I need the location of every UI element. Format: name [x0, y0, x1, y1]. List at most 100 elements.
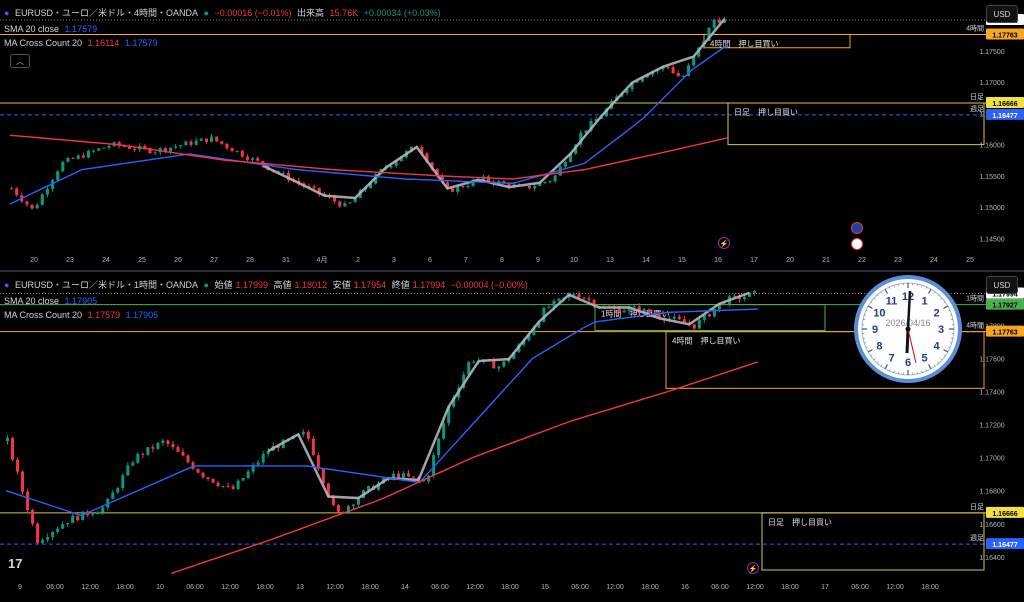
x-tick-label: 13	[296, 584, 304, 591]
candle-body	[91, 514, 94, 515]
clock-number: 6	[905, 357, 911, 369]
candle-body	[338, 201, 341, 206]
y-tick-label: 1.15000	[979, 205, 1004, 212]
x-tick-label: 18:00	[781, 584, 799, 591]
candle-body	[231, 148, 234, 151]
bottom-macc-legend[interactable]: MA Cross Count 20 1.17579 1.17905	[4, 310, 161, 320]
bottom-sma-legend[interactable]: SMA 20 close 1.17905	[4, 296, 100, 306]
y-tick-label: 1.17000	[979, 80, 1004, 87]
candle-body	[217, 483, 220, 486]
candle-body	[205, 139, 208, 142]
x-tick-label: 7	[464, 257, 468, 264]
y-tick-label: 1.17200	[979, 423, 1004, 430]
level-name: 週足	[970, 104, 984, 113]
candle-body	[41, 194, 44, 204]
candle-body	[227, 486, 230, 487]
candle-body	[220, 141, 223, 144]
candle-body	[313, 187, 316, 188]
candle-body	[11, 438, 14, 460]
top-symbol[interactable]: EURUSD・ユーロ／米ドル・4時間・OANDA	[15, 8, 198, 18]
candle-body	[698, 320, 701, 329]
candle-body	[215, 137, 218, 142]
annotation-label: 4時間 押し目買い	[672, 336, 740, 346]
clock-number: 8	[876, 341, 882, 353]
x-tick-label: 2	[356, 257, 360, 264]
x-tick-label: 16	[714, 257, 722, 264]
candle-body	[71, 516, 74, 523]
panel-divider[interactable]	[0, 270, 1024, 272]
y-tick-label: 1.17000	[979, 456, 1004, 463]
candle-body	[302, 432, 305, 435]
price-tag-text: 1.17927	[992, 303, 1017, 310]
x-tick-label: 12:00	[746, 584, 764, 591]
level-name: 4時間	[966, 24, 984, 32]
x-tick-label: 31	[282, 257, 290, 264]
y-tick-label: 1.16800	[979, 489, 1004, 496]
candle-body	[241, 151, 244, 157]
bottom-currency-button[interactable]: USD	[986, 276, 1018, 294]
x-tick-label: 6	[428, 257, 432, 264]
candle-body	[66, 158, 69, 162]
candle-body	[222, 486, 225, 487]
candle-body	[753, 291, 756, 293]
candle-body	[207, 477, 210, 479]
y-tick-label: 1.16000	[979, 143, 1004, 150]
candle-body	[77, 155, 80, 158]
volume-label: 出来高	[297, 8, 324, 18]
x-tick-label: 13	[606, 257, 614, 264]
candle-body	[197, 469, 200, 473]
candle-body	[723, 304, 726, 305]
candle-body	[554, 176, 557, 182]
candle-body	[262, 454, 265, 462]
x-tick-label: 25	[138, 257, 146, 264]
candle-body	[151, 447, 154, 449]
top-currency-button[interactable]: USD	[986, 5, 1018, 23]
us-flag-icon	[852, 239, 863, 250]
candle-body	[497, 367, 500, 369]
candle-body	[472, 362, 475, 363]
lightning-icon-glyph: ⚡	[720, 239, 729, 248]
candle-body	[437, 439, 440, 456]
top-sma-legend[interactable]: SMA 20 close 1.17579	[4, 24, 100, 34]
candle-body	[116, 488, 119, 493]
tradingview-logo[interactable]: 17	[8, 556, 22, 571]
collapse-legend-button[interactable]: ︿	[10, 54, 30, 68]
macc-value-3: 1.17579	[88, 310, 121, 320]
candle-body	[171, 444, 174, 447]
candle-body	[337, 505, 340, 512]
top-macc-legend[interactable]: MA Cross Count 20 1.16114 1.17579	[4, 38, 161, 48]
candle-body	[56, 171, 59, 180]
x-tick-label: 20	[30, 257, 38, 264]
candle-body	[236, 151, 239, 152]
low-label: 安値	[333, 280, 351, 290]
candle-body	[672, 67, 675, 73]
candle-body	[256, 158, 259, 161]
candle-body	[16, 460, 19, 472]
candle-body	[317, 455, 320, 469]
volume-value: 15.76K	[330, 8, 359, 18]
candle-body	[492, 360, 495, 368]
candle-body	[179, 145, 182, 146]
candle-body	[31, 205, 34, 209]
candle-body	[87, 151, 90, 158]
x-tick-label: 18:00	[921, 584, 939, 591]
candle-body	[111, 493, 114, 499]
top-legend: ● EURUSD・ユーロ／米ドル・4時間・OANDA ● −0.00016 (−…	[4, 6, 444, 19]
candle-body	[232, 486, 235, 489]
clock-number: 1	[921, 295, 927, 307]
candle-body	[743, 297, 746, 299]
x-tick-label: 26	[174, 257, 182, 264]
x-tick-label: 18:00	[361, 584, 379, 591]
candle-body	[461, 186, 464, 187]
candle-body	[184, 142, 187, 146]
x-tick-label: 06:00	[851, 584, 869, 591]
high-label: 高値	[274, 280, 292, 290]
bottom-symbol[interactable]: EURUSD・ユーロ／米ドル・1時間・OANDA	[15, 280, 198, 290]
candle-body	[633, 306, 636, 307]
candle-body	[36, 205, 39, 209]
open-label: 始値	[214, 280, 232, 290]
zigzag-line	[263, 19, 725, 198]
x-tick-label: 3	[392, 257, 396, 264]
candle-body	[348, 202, 351, 203]
